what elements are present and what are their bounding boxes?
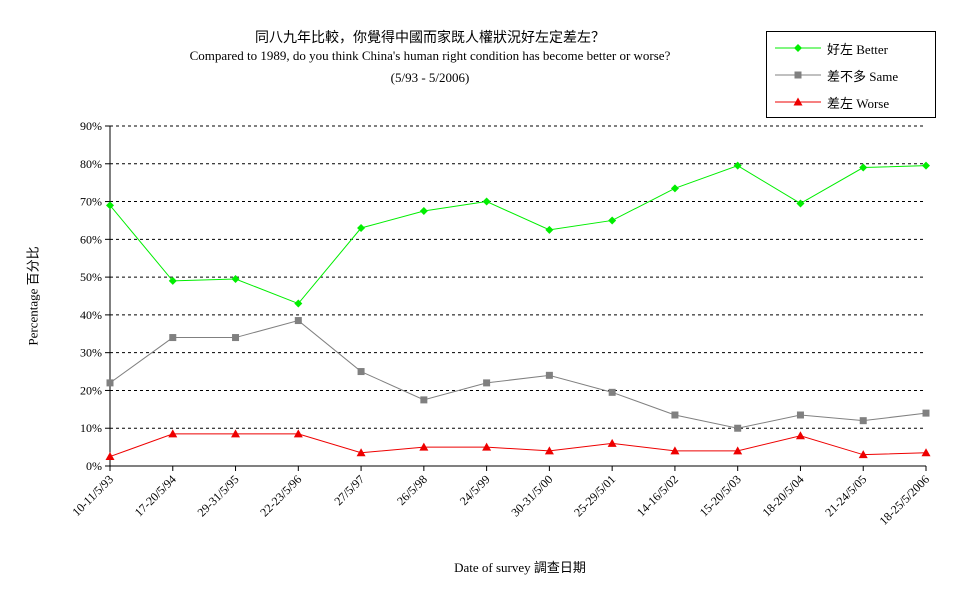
- data-point-same: [232, 334, 240, 342]
- x-tick-label: 10-11/5/93: [69, 472, 116, 519]
- data-point-worse: [105, 452, 115, 461]
- x-tick-label: 14-16/5/02: [634, 472, 681, 519]
- legend-label-same: 差不多 Same: [827, 68, 899, 84]
- data-point-worse: [670, 446, 680, 455]
- x-tick-label: 17-20/5/94: [132, 472, 179, 519]
- data-point-worse: [168, 429, 178, 438]
- data-point-better: [545, 225, 554, 234]
- y-tick-label: 20%: [80, 383, 102, 397]
- x-tick-label: 21-24/5/05: [822, 472, 869, 519]
- data-point-worse: [795, 431, 805, 440]
- data-point-same: [169, 334, 177, 342]
- legend-swatch-same: [775, 71, 821, 79]
- data-point-same: [106, 379, 114, 387]
- data-point-worse: [231, 429, 241, 438]
- data-point-better: [294, 299, 303, 308]
- data-point-same: [734, 424, 742, 432]
- y-tick-label: 70%: [80, 195, 102, 209]
- y-tick-label: 80%: [80, 157, 102, 171]
- y-tick-label: 50%: [80, 270, 102, 284]
- x-tick-label: 29-31/5/95: [195, 472, 242, 519]
- legend-label-worse: 差左 Worse: [827, 95, 890, 111]
- y-tick-label: 0%: [86, 459, 102, 473]
- data-point-better: [106, 201, 114, 210]
- data-point-better: [357, 224, 366, 232]
- y-tick-label: 40%: [80, 308, 102, 322]
- data-point-worse: [293, 429, 303, 438]
- y-tick-label: 30%: [80, 346, 102, 360]
- data-point-same: [671, 411, 679, 419]
- data-point-same: [922, 409, 930, 417]
- data-point-worse: [356, 448, 366, 457]
- legend-item-worse: 差左 Worse: [773, 92, 889, 112]
- data-point-better: [482, 197, 491, 206]
- data-point-same: [357, 368, 365, 376]
- chart-title: Compared to 1989, do you think China's h…: [189, 48, 671, 63]
- data-point-worse: [607, 438, 617, 447]
- legend-item-better: 好左 Better: [773, 38, 888, 58]
- data-point-same: [859, 417, 867, 425]
- x-tick-label: 26/5/98: [394, 472, 430, 508]
- data-point-better: [859, 163, 868, 172]
- x-tick-label: 22-23/5/96: [257, 472, 304, 519]
- data-point-better: [670, 184, 679, 193]
- data-point-worse: [419, 442, 429, 451]
- data-point-same: [420, 396, 428, 404]
- data-point-better: [922, 161, 930, 170]
- data-point-same: [483, 379, 491, 387]
- data-point-worse: [544, 446, 554, 455]
- x-tick-label: 18-20/5/04: [759, 472, 806, 519]
- x-tick-label: 24/5/99: [457, 472, 493, 508]
- data-point-same: [796, 411, 804, 419]
- legend-marker: [794, 71, 802, 79]
- chart-title-chinese: 同八九年比較，你覺得中國而家既人權狀況好左定差左？: [255, 31, 605, 46]
- data-point-better: [733, 161, 742, 170]
- y-tick-label: 10%: [80, 421, 102, 435]
- data-point-better: [796, 199, 805, 208]
- x-tick-label: 25-29/5/01: [571, 472, 618, 519]
- data-point-worse: [733, 446, 743, 455]
- legend-label-better: 好左 Better: [827, 41, 889, 57]
- data-point-better: [419, 207, 428, 215]
- x-tick-label: 30-31/5/00: [508, 472, 555, 519]
- x-axis-label: Date of survey 調查日期: [454, 560, 586, 575]
- x-tick-label: 27/5/97: [331, 472, 367, 508]
- data-point-better: [608, 216, 617, 225]
- series-line-better: [109, 165, 927, 305]
- data-point-worse: [482, 442, 492, 451]
- x-tick-label: 18-25/5/2006: [876, 472, 932, 528]
- legend-item-same: 差不多 Same: [773, 65, 898, 85]
- x-tick-label: 15-20/5/03: [697, 472, 744, 519]
- data-point-same: [545, 371, 553, 379]
- data-point-same: [608, 388, 616, 396]
- chart-subtitle: (5/93 - 5/2006): [390, 70, 470, 85]
- data-point-better: [168, 276, 177, 285]
- series-line-same: [109, 320, 927, 429]
- y-axis-label: Percentage 百分比: [25, 246, 41, 346]
- series-line-worse: [109, 433, 927, 458]
- data-point-worse: [858, 450, 868, 459]
- y-tick-label: 60%: [80, 232, 102, 246]
- legend-marker: [794, 44, 802, 52]
- data-point-better: [231, 275, 240, 283]
- y-tick-label: 90%: [80, 119, 102, 133]
- data-point-same: [294, 317, 302, 325]
- legend-marker: [793, 97, 803, 106]
- data-point-worse: [921, 448, 931, 457]
- legend: 好左 Better 差不多 Same 差左 Worse: [766, 31, 936, 118]
- legend-swatch-worse: [775, 97, 821, 106]
- legend-swatch-better: [775, 44, 821, 52]
